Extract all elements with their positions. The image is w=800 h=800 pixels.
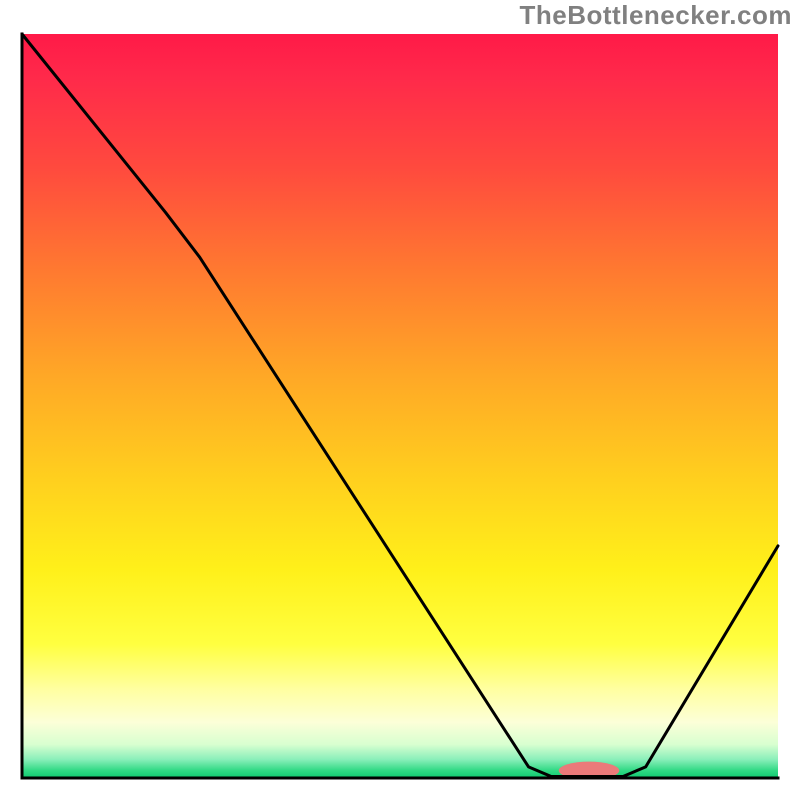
bottleneck-chart bbox=[0, 0, 800, 800]
watermark-text: TheBottlenecker.com bbox=[520, 0, 792, 31]
chart-container: TheBottlenecker.com bbox=[0, 0, 800, 800]
plot-background bbox=[22, 34, 778, 778]
